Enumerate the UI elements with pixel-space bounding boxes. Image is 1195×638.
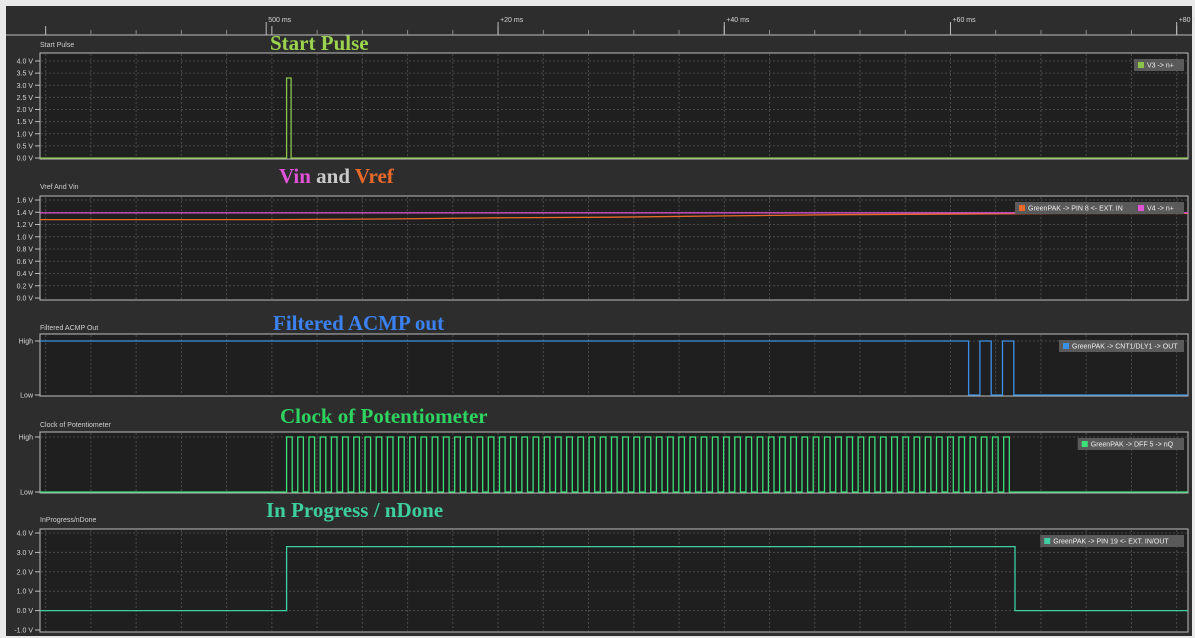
legend-entry: V4 -> n+	[1147, 206, 1174, 213]
banner-clock: Clock of Potentiometer	[280, 404, 488, 428]
plot-area	[39, 528, 1189, 633]
panel-1: 4.0 V 3.5 V 3.0 V 2.5 V 2.0 V 1.5 V 1.0 V 0.5 V…	[17, 42, 1189, 163]
panel-title: Filtered ACMP Out	[40, 325, 98, 332]
y-tick-label: 0.2 V	[17, 283, 34, 290]
banner-vin: Vin	[279, 164, 311, 188]
panel-title: Clock of Potentiometer	[40, 422, 111, 429]
legend-entry: GreenPAK -> PIN 8 <- EXT. IN	[1028, 206, 1123, 213]
plot-area	[39, 333, 1189, 397]
legend: GreenPAK -> DFF 5 -> nQ	[1077, 438, 1184, 450]
y-tick-label: 0.5 V	[17, 143, 34, 150]
time-label: +60 ms	[952, 17, 976, 24]
series-line	[40, 212, 1188, 221]
panel-3: High Low Filtered ACMP Out GreenPAK -> CNT1…	[19, 325, 1189, 400]
panel-5: 4.0 V 3.0 V 2.0 V 1.0 V 0.0 V -1.0 V InProgres…	[14, 517, 1189, 635]
y-tick-label: High	[19, 339, 34, 346]
legend-swatch	[1138, 62, 1144, 68]
y-tick-label: 1.6 V	[17, 198, 34, 205]
time-label: +20 ms	[500, 17, 524, 24]
y-tick-label: 0.0 V	[17, 156, 34, 163]
plot-area	[39, 52, 1189, 160]
y-tick-label: 0.0 V	[17, 296, 34, 303]
legend: GreenPAK -> CNT1/DLY1 -> OUT	[1059, 340, 1184, 352]
time-label: +40 ms	[726, 17, 750, 24]
legend: V3 -> n+	[1134, 59, 1184, 71]
banner-vin-and-vref: Vin and Vref	[279, 164, 395, 188]
legend-entry: GreenPAK -> CNT1/DLY1 -> OUT	[1072, 344, 1178, 351]
legend-swatch	[1063, 343, 1069, 349]
plot-area	[39, 431, 1189, 494]
time-label: 500 ms	[268, 17, 291, 24]
legend-box	[1077, 438, 1184, 450]
legend-swatch	[1044, 538, 1051, 544]
legend-entry: GreenPAK -> DFF 5 -> nQ	[1091, 442, 1174, 449]
panel-title: Start Pulse	[40, 42, 74, 49]
banner-progress: In Progress / nDone	[266, 498, 443, 522]
y-tick-label: 1.0 V	[17, 589, 34, 596]
y-tick-label: 2.5 V	[17, 95, 34, 102]
series-line	[40, 340, 1188, 396]
y-tick-label: 3.5 V	[17, 71, 34, 78]
y-tick-label: 1.4 V	[17, 210, 34, 217]
banner-and: and	[311, 164, 355, 188]
banner-acmp: Filtered ACMP out	[273, 311, 444, 335]
banner-start-pulse: Start Pulse	[270, 31, 369, 55]
series-line	[40, 545, 1188, 612]
y-tick-label: 0.8 V	[17, 247, 34, 254]
y-tick-label: 1.0 V	[17, 234, 34, 241]
panel-4: High Low Clock of Potentiometer GreenPAK ->…	[19, 422, 1189, 497]
y-tick-label: 2.0 V	[17, 107, 34, 114]
panel-title: Vref And Vin	[40, 184, 79, 191]
legend-box	[1059, 340, 1184, 352]
banner-vref: Vref	[355, 164, 395, 188]
panel-title: InProgress/nDone	[40, 517, 97, 524]
ruler-background	[6, 6, 1192, 36]
y-tick-label: 1.5 V	[17, 119, 34, 126]
legend: GreenPAK -> PIN 19 <- EXT. IN/OUT	[1040, 535, 1184, 547]
time-label: +80 ms	[1179, 17, 1195, 24]
series-line	[40, 436, 1188, 493]
time-ruler: 500 ms +20 ms +40 ms +60 ms +80 ms	[6, 6, 1195, 36]
panel-2: 1.6 V 1.4 V 1.2 V 1.0 V 0.8 V 0.6 V 0.4 V 0.2 V…	[17, 184, 1189, 303]
y-tick-label: 4.0 V	[17, 531, 34, 538]
series-line	[40, 77, 1188, 159]
y-tick-label: 2.0 V	[17, 569, 34, 576]
y-tick-label: 1.2 V	[17, 222, 34, 229]
y-tick-label: 0.4 V	[17, 271, 34, 278]
y-tick-label: 3.0 V	[17, 550, 34, 557]
y-tick-label: Low	[20, 490, 34, 497]
y-tick-label: High	[19, 435, 34, 442]
y-tick-label: 0.6 V	[17, 259, 34, 266]
legend-swatch	[1138, 205, 1144, 211]
y-tick-label: Low	[20, 393, 34, 400]
y-tick-label: 0.0 V	[17, 608, 34, 615]
y-tick-label: -1.0 V	[14, 628, 33, 635]
legend-swatch	[1019, 205, 1025, 211]
legend-entry: V3 -> n+	[1147, 63, 1174, 70]
legend: GreenPAK -> PIN 8 <- EXT. IN V4 -> n+	[1015, 202, 1184, 214]
legend-box	[1134, 59, 1184, 71]
y-tick-label: 1.0 V	[17, 131, 34, 138]
y-tick-label: 3.0 V	[17, 83, 34, 90]
y-tick-label: 4.0 V	[17, 59, 34, 66]
legend-entry: GreenPAK -> PIN 19 <- EXT. IN/OUT	[1053, 539, 1169, 546]
legend-box	[1040, 535, 1184, 547]
legend-swatch	[1081, 441, 1088, 447]
